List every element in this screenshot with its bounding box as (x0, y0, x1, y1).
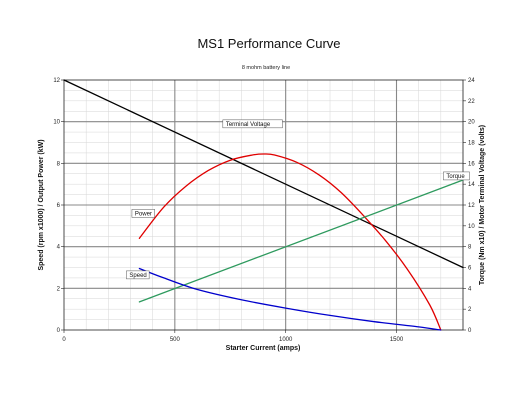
series-label-box (222, 119, 283, 129)
y-right-tick-label: 4 (468, 286, 472, 292)
y-right-tick-label: 24 (468, 78, 475, 84)
y-right-tick-label: 18 (468, 141, 475, 147)
series-label: Terminal Voltage (222, 119, 283, 129)
y-left-tick-label: 8 (57, 161, 61, 167)
series-label: Power (131, 209, 155, 218)
grid (64, 80, 464, 330)
series-label: Speed (126, 270, 150, 280)
series-label-text: Speed (129, 273, 146, 279)
chart-title: MS1 Performance Curve (197, 36, 340, 51)
series-label-text: Power (135, 211, 152, 217)
plot-frame (61, 79, 466, 333)
y-axis-label-left: Speed (rpm x1000) / Output Power (kW) (38, 139, 45, 270)
series-lines (63, 79, 464, 331)
x-axis-label: Starter Current (amps) (226, 345, 301, 352)
y-left-tick-label: 12 (53, 78, 60, 84)
y-left-tick-label: 4 (57, 245, 61, 251)
power-line (138, 153, 442, 331)
y-axis-label-right: Torque (Nm x10) / Motor Terminal Voltage… (479, 125, 486, 285)
series-label-text: Torque (446, 174, 465, 180)
series-label-text: Terminal Voltage (226, 122, 271, 128)
y-right-tick-label: 8 (468, 245, 472, 251)
series-labels: Terminal Voltage Torque Power Speed (126, 119, 470, 280)
x-tick-label: 1500 (390, 337, 404, 343)
x-tick-label: 0 (62, 337, 66, 343)
y-left-tick-label: 2 (57, 286, 61, 292)
series-label-box (126, 270, 150, 280)
tick-labels: 0 500 1000 15000246810120246810121416182022… (53, 78, 475, 343)
y-right-tick-label: 14 (468, 182, 475, 188)
y-right-tick-label: 0 (468, 328, 472, 334)
series-label-box (131, 209, 155, 218)
terminal-voltage-line (63, 79, 464, 269)
y-left-tick-label: 6 (57, 203, 61, 209)
torque-line (138, 179, 464, 303)
x-tick-label: 1000 (279, 337, 293, 343)
y-left-tick-label: 10 (53, 120, 60, 126)
y-right-tick-label: 12 (468, 203, 475, 209)
y-left-tick-label: 0 (57, 328, 61, 334)
y-right-tick-label: 16 (468, 161, 475, 167)
series-label: Torque (443, 171, 470, 181)
y-right-tick-label: 6 (468, 266, 472, 272)
y-right-tick-label: 22 (468, 99, 475, 105)
y-right-tick-label: 10 (468, 224, 475, 230)
y-right-tick-label: 2 (468, 307, 472, 313)
y-right-tick-label: 20 (468, 120, 475, 126)
speed-line (138, 267, 442, 331)
x-tick-label: 500 (170, 337, 181, 343)
chart-subtitle: 8 mohm battery line (242, 65, 290, 71)
series-label-box (443, 171, 470, 181)
